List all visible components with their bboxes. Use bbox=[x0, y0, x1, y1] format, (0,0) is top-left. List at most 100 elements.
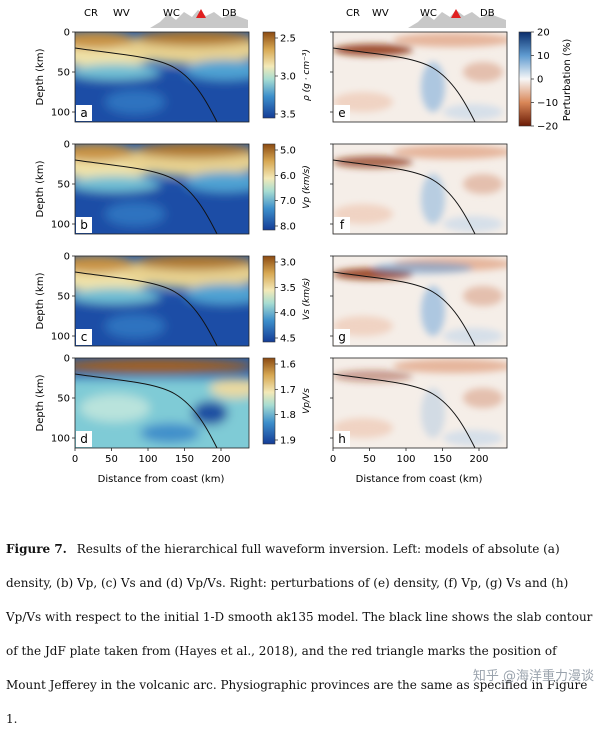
panel-f-frame bbox=[332, 143, 508, 235]
panel-h-letter-badge bbox=[334, 431, 350, 447]
panel-d-letter-badge bbox=[76, 431, 92, 447]
panel-d-slab-contour bbox=[75, 373, 218, 448]
panel-d-colorbar-tick-label: 1.9 bbox=[280, 436, 296, 447]
panel-c-colorbar-label: Vs (km/s) bbox=[302, 278, 312, 320]
figure-caption: Figure 7. Results of the hierarchical fu… bbox=[6, 532, 594, 736]
panel-a-colorbar-tick-label: 3.0 bbox=[280, 72, 296, 83]
panel-e-letter: e bbox=[338, 106, 345, 120]
panel-a-depth-tick-label: 0 bbox=[64, 28, 70, 39]
panel-a-field bbox=[75, 32, 249, 122]
panel-g-letter: g bbox=[338, 330, 346, 344]
perturbation-colorbar-tick-label: 10 bbox=[537, 51, 550, 62]
panel-c-frame bbox=[74, 255, 250, 347]
panel-c-colorbar-tick-label: 4.0 bbox=[280, 308, 296, 319]
distance-tick-label: 50 bbox=[363, 454, 376, 465]
panel-a-slab-contour bbox=[75, 47, 218, 122]
panel-b-frame bbox=[74, 143, 250, 235]
panel-b-colorbar-tick-label: 7.0 bbox=[280, 196, 296, 207]
right-province-db: DB bbox=[480, 8, 495, 19]
panel-d-colorbar bbox=[262, 357, 276, 445]
right-province-wv: WV bbox=[372, 8, 389, 19]
panel-b-letter: b bbox=[80, 218, 88, 232]
panel-c-depth-label: Depth (km) bbox=[35, 272, 46, 329]
perturbation-colorbar-tick-label: −20 bbox=[537, 122, 558, 133]
right-topography: CR WV WC DB bbox=[333, 8, 506, 28]
panel-b-colorbar-tick-label: 8.0 bbox=[280, 222, 296, 233]
watermark: 知乎 @海洋重力漫谈 bbox=[472, 669, 594, 684]
panel-d-field bbox=[75, 358, 249, 448]
panel-c-depth-tick-label: 50 bbox=[57, 292, 70, 303]
right-volcano-triangle bbox=[451, 9, 461, 18]
panel-c-depth-tick-label: 100 bbox=[51, 332, 70, 343]
perturbation-colorbar-gradient bbox=[518, 31, 532, 127]
perturbation-colorbar-ticks: 20 10 0 −10 −20 bbox=[531, 28, 558, 133]
panel-a-frame bbox=[74, 31, 250, 123]
left-topography: CR WV WC DB bbox=[75, 8, 248, 28]
panel-h: h0 50 100 150 200 bbox=[330, 357, 508, 465]
right-topography-profile bbox=[333, 10, 506, 28]
panel-f-letter: f bbox=[340, 218, 345, 232]
panel-b-depth-tick-label: 0 bbox=[64, 140, 70, 151]
panel-f-field bbox=[333, 144, 507, 234]
perturbation-colorbar-label: Perturbation (%) bbox=[562, 39, 573, 122]
panel-a-depth-tick-label: 50 bbox=[57, 68, 70, 79]
panel-d-depth-tick-label: 100 bbox=[51, 434, 70, 445]
distance-tick-label: 100 bbox=[396, 454, 415, 465]
left-province-cr: CR bbox=[84, 8, 98, 19]
panel-e: e bbox=[330, 31, 508, 123]
perturbation-colorbar-tick-label: 0 bbox=[537, 75, 543, 86]
panel-c-field bbox=[75, 256, 249, 346]
panel-c-letter: c bbox=[81, 330, 88, 344]
panel-c: c 0 50 100 Depth (km) 3.0 3.5 4.0 4.5 Vs (km/s) bbox=[35, 252, 312, 347]
panel-b-colorbar-tick-label: 5.0 bbox=[280, 146, 296, 157]
panel-b-field bbox=[75, 144, 249, 234]
panel-b-letter-badge bbox=[76, 217, 92, 233]
panel-a-depth-label: Depth (km) bbox=[35, 48, 46, 105]
panel-d-depth-tick-label: 0 bbox=[64, 354, 70, 365]
perturbation-colorbar-tick-label: −10 bbox=[537, 98, 558, 109]
panel-f-letter-badge bbox=[334, 217, 350, 233]
right-distance-axis-label: Distance from coast (km) bbox=[356, 474, 483, 485]
panel-a: a 0 50 100 Depth (km) 2.5 3.0 3.5 ρ (g · cm⁻³) bbox=[35, 28, 312, 123]
panel-b-colorbar-label: Vp (km/s) bbox=[302, 165, 312, 208]
caption-figure-label: Figure 7. bbox=[6, 542, 67, 556]
panel-b-colorbar bbox=[262, 143, 276, 231]
distance-tick-label: 150 bbox=[175, 454, 194, 465]
panel-a-colorbar-label: ρ (g · cm⁻³) bbox=[302, 49, 312, 101]
caption-text: Results of the hierarchical full wavefor… bbox=[6, 542, 593, 726]
panel-c-slab-contour bbox=[75, 271, 218, 346]
distance-tick-label: 50 bbox=[105, 454, 118, 465]
panel-b-depth-tick-label: 100 bbox=[51, 220, 70, 231]
panel-d-letter: d bbox=[80, 432, 88, 446]
distance-tick-label: 150 bbox=[433, 454, 452, 465]
panel-b: b 0 50 100 Depth (km) 5.0 6.0 7.0 8.0 Vp (km/s) bbox=[35, 140, 312, 235]
panel-d-depth-tick-label: 50 bbox=[57, 394, 70, 405]
left-province-db: DB bbox=[222, 8, 237, 19]
panel-c-letter-badge bbox=[76, 329, 92, 345]
left-distance-axis-label: Distance from coast (km) bbox=[98, 474, 225, 485]
panel-b-depth-tick-label: 50 bbox=[57, 180, 70, 191]
panel-e-letter-badge bbox=[334, 105, 350, 121]
panel-c-depth-tick-label: 0 bbox=[64, 252, 70, 263]
panel-d-colorbar-tick-label: 1.6 bbox=[280, 360, 296, 371]
panel-b-colorbar-tick-label: 6.0 bbox=[280, 171, 296, 182]
left-province-wc: WC bbox=[163, 8, 180, 19]
right-province-cr: CR bbox=[346, 8, 360, 19]
panel-e-field bbox=[333, 32, 507, 122]
panel-c-colorbar-tick-label: 3.0 bbox=[280, 258, 296, 269]
perturbation-colorbar: 20 10 0 −10 −20 Perturbation (%) bbox=[518, 28, 573, 133]
panel-g: g bbox=[330, 255, 508, 347]
distance-tick-label: 0 bbox=[72, 454, 78, 465]
right-province-wc: WC bbox=[420, 8, 437, 19]
panel-d-colorbar-tick-label: 1.8 bbox=[280, 410, 296, 421]
panel-c-colorbar-tick-label: 4.5 bbox=[280, 334, 296, 345]
panel-a-colorbar bbox=[262, 31, 276, 119]
distance-tick-label: 200 bbox=[469, 454, 488, 465]
panel-h-field bbox=[333, 358, 507, 448]
panel-d-colorbar-tick-label: 1.7 bbox=[280, 385, 296, 396]
panel-a-letter: a bbox=[80, 106, 87, 120]
distance-tick-label: 100 bbox=[138, 454, 157, 465]
panel-g-frame bbox=[332, 255, 508, 347]
